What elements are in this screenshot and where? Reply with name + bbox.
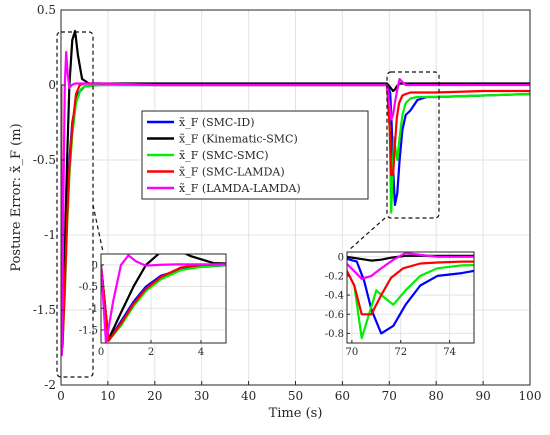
x-tick-label: 70 bbox=[382, 389, 397, 403]
x-tick-label: 60 bbox=[335, 389, 350, 403]
zoom-connector bbox=[92, 204, 104, 253]
legend-entry-3: x̃_F (SMC-LAMDA) bbox=[179, 166, 285, 179]
inset-x-tick-label: 4 bbox=[198, 347, 204, 358]
legend-entry-2: x̃_F (SMC-SMC) bbox=[179, 149, 269, 162]
y-tick-label: 0 bbox=[48, 78, 56, 92]
inset-series-line-0 bbox=[347, 257, 474, 335]
y-axis-label: Posture Error: x̃_F (m) bbox=[9, 123, 24, 271]
inset-y-tick-label: -0.4 bbox=[325, 291, 344, 302]
inset-y-tick-label: 0 bbox=[92, 260, 98, 271]
inset-x-tick-label: 70 bbox=[346, 347, 359, 358]
legend-entry-4: x̃_F (LAMDA-LAMDA) bbox=[179, 182, 301, 195]
series-group bbox=[61, 29, 530, 357]
y-tick-label: -0.5 bbox=[33, 153, 56, 167]
inset-y-tick-label: 0 bbox=[338, 252, 344, 263]
inset-x-tick-label: 0 bbox=[98, 347, 104, 358]
x-axis-label: Time (s) bbox=[269, 406, 323, 421]
inset-series-line-3 bbox=[101, 263, 226, 342]
legend-entry-0: x̃_F (SMC-ID) bbox=[179, 116, 255, 129]
zoom-region-1 bbox=[386, 71, 440, 219]
inset-series-line-4 bbox=[101, 254, 226, 343]
inset-series-line-0 bbox=[101, 264, 226, 342]
inset-series-group bbox=[101, 254, 226, 343]
series-line-4 bbox=[61, 50, 530, 357]
legend-entry-1: x̃_F (Kinematic-SMC) bbox=[179, 133, 298, 146]
inset-series-group bbox=[347, 252, 474, 340]
inset-y-tick-label: -0.8 bbox=[325, 329, 344, 340]
y-tick-label: -1.5 bbox=[33, 303, 56, 317]
inset-x-tick-label: 2 bbox=[148, 347, 154, 358]
inset-series-line-1 bbox=[101, 254, 226, 341]
x-tick-label: 50 bbox=[288, 389, 303, 403]
inset-series-line-2 bbox=[101, 264, 226, 342]
inset-series-line-4 bbox=[347, 252, 474, 280]
x-tick-label: 100 bbox=[519, 389, 542, 403]
inset-y-tick-label: -0.5 bbox=[79, 282, 98, 293]
x-tick-label: 0 bbox=[57, 389, 65, 403]
y-tick-label: 0.5 bbox=[37, 3, 56, 17]
inset-x-tick-label: 72 bbox=[394, 347, 407, 358]
inset-box bbox=[100, 253, 227, 344]
zoom-connector bbox=[348, 217, 386, 251]
x-tick-label: 10 bbox=[100, 389, 115, 403]
inset-series-line-3 bbox=[347, 260, 474, 316]
inset-y-tick-label: -0.2 bbox=[325, 271, 344, 282]
x-tick-label: 90 bbox=[475, 389, 490, 403]
x-tick-label: 80 bbox=[429, 389, 444, 403]
inset-y-tick-label: -0.6 bbox=[325, 310, 344, 321]
y-tick-label: -2 bbox=[44, 378, 56, 392]
inset-background bbox=[101, 254, 226, 343]
legend-box bbox=[141, 110, 369, 200]
x-tick-label: 40 bbox=[241, 389, 256, 403]
inset-y-tick-label: -1 bbox=[88, 304, 98, 315]
inset-x-tick-label: 74 bbox=[443, 347, 456, 358]
inset-series-line-2 bbox=[347, 263, 474, 340]
x-tick-label: 20 bbox=[147, 389, 162, 403]
inset-y-tick-label: -1.5 bbox=[79, 325, 98, 336]
zoom-region-0 bbox=[56, 31, 94, 378]
y-tick-label: -1 bbox=[44, 228, 56, 242]
x-tick-label: 30 bbox=[194, 389, 209, 403]
inset-box bbox=[346, 251, 475, 344]
